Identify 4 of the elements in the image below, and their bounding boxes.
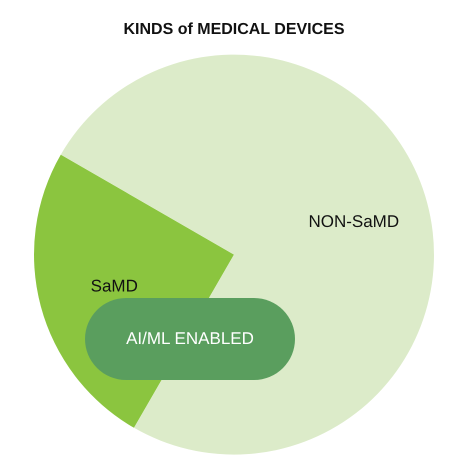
slice-label: SaMD [90, 276, 138, 296]
slice-label: NON-SaMD [308, 212, 400, 232]
chart-title: KINDS of MEDICAL DEVICES [123, 21, 345, 38]
rounded-label-box: AI/ML ENABLED [85, 298, 295, 380]
